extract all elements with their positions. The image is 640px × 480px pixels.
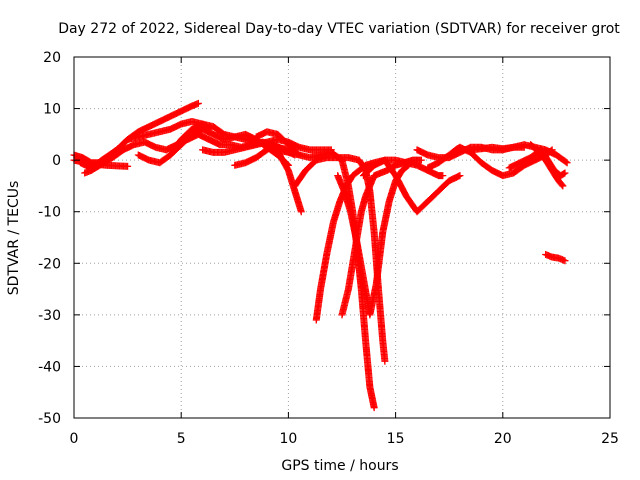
x-tick-label: 0 — [70, 431, 79, 447]
x-tick-label: 20 — [494, 431, 512, 447]
y-tick-label: -10 — [38, 205, 61, 221]
data-point — [562, 158, 570, 166]
data-point — [456, 172, 464, 180]
series-arc-21 — [542, 251, 569, 265]
series-arc-06 — [166, 120, 292, 159]
y-tick-label: -20 — [38, 256, 61, 272]
data-point — [439, 172, 447, 180]
data-point — [370, 404, 378, 412]
data-point — [124, 162, 132, 170]
x-tick-label: 15 — [387, 431, 405, 447]
series-arc-20 — [527, 141, 567, 190]
y-tick-label: -50 — [38, 411, 61, 427]
data-point — [561, 257, 569, 265]
data-point — [561, 169, 569, 177]
data-point — [381, 357, 389, 365]
y-tick-label: 20 — [43, 50, 61, 66]
data-point — [559, 182, 567, 190]
series-arc-17 — [424, 143, 556, 180]
x-axis-label: GPS time / hours — [281, 458, 398, 474]
axis-ticks: 0 5 10 15 20 25 -50 -40 -30 -20 -10 0 10 20 — [38, 50, 619, 447]
y-tick-label: -30 — [38, 308, 61, 324]
chart-title: Day 272 of 2022, Sidereal Day-to-day VTE… — [58, 21, 620, 37]
x-tick-label: 10 — [279, 431, 297, 447]
y-tick-label: 10 — [43, 102, 61, 118]
data-point — [194, 99, 202, 107]
data-point — [297, 208, 305, 216]
series-arc-15 — [359, 156, 464, 216]
plot-frame — [73, 56, 611, 419]
y-tick-label: -40 — [38, 359, 61, 375]
y-tick-label: 0 — [52, 153, 61, 169]
data-point — [563, 159, 571, 167]
series-arc-13 — [334, 161, 412, 319]
x-tick-label: 5 — [177, 431, 186, 447]
data-point — [417, 156, 425, 164]
data-points — [70, 99, 571, 412]
y-axis-label: SDTVAR / TECUs — [6, 181, 22, 296]
x-tick-label: 25 — [601, 431, 619, 447]
data-point — [558, 181, 566, 189]
